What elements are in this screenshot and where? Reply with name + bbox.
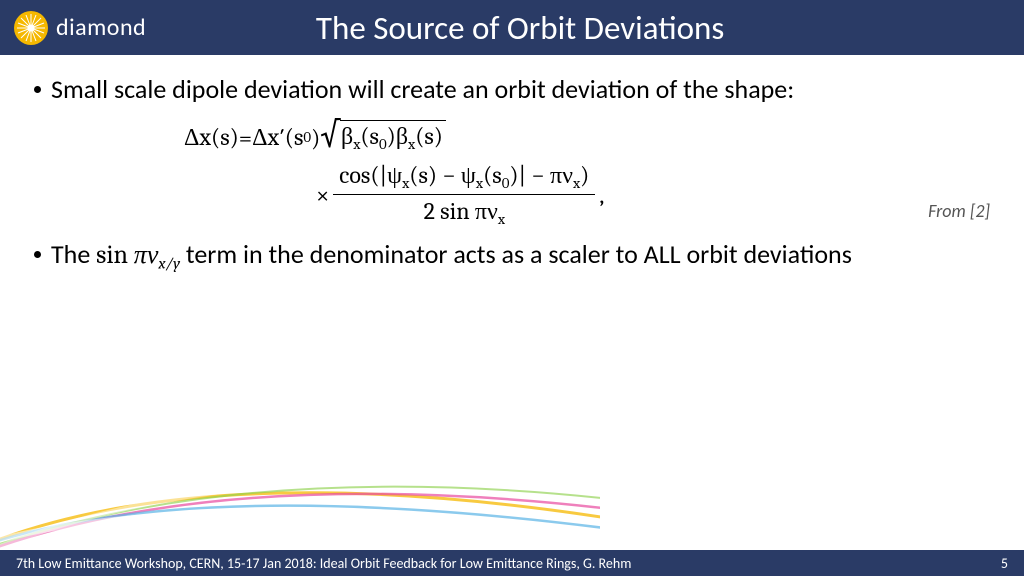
bullet-1: Small scale dipole deviation will create…	[34, 73, 990, 106]
eq-sqrt-arg: βx(s0)βx(s)	[340, 120, 446, 155]
sqrt-icon: √	[320, 120, 340, 151]
page-number: 5	[1001, 555, 1008, 572]
bullet-2-text: The sin πνx/y term in the denominator ac…	[51, 238, 990, 275]
eq-fraction: cos(|ψx(s) − ψx(s0)| − πνx) 2 sin πνx	[333, 161, 595, 228]
equation-line-2: × cos(|ψx(s) − ψx(s0)| − πνx) 2 sin πνx …	[316, 161, 990, 228]
logo: diamond	[0, 11, 146, 45]
eq-den-nux: x	[498, 211, 505, 228]
bullet-2: The sin πνx/y term in the denominator ac…	[34, 238, 990, 275]
slide-body: Small scale dipole deviation will create…	[0, 55, 1024, 276]
b2-nu: ν	[147, 240, 159, 270]
swoosh-decoration-icon	[0, 400, 600, 550]
eq-numerator: cos(|ψx(s) − ψx(s0)| − πνx)	[333, 161, 595, 194]
eq-close: )	[311, 124, 320, 152]
eq-lhs: Δx(s)	[184, 123, 239, 152]
footer-bar: 7th Low Emittance Workshop, CERN, 15-17 …	[0, 550, 1024, 576]
b2-sin: sin	[96, 240, 128, 270]
b2-sub: x/y	[158, 255, 180, 274]
eq-num-paren: )	[580, 161, 589, 189]
equation-block: Δx(s) = Δx′(s0) √ βx(s0)βx(s) × cos(|	[34, 120, 990, 228]
eq-beta2: )β	[387, 122, 408, 150]
eq-times: ×	[316, 181, 329, 209]
footer-text: 7th Low Emittance Workshop, CERN, 15-17 …	[16, 555, 631, 572]
bullet-dot-icon	[34, 251, 41, 258]
eq-equals: =	[239, 124, 252, 152]
eq-s: (s)	[415, 122, 443, 150]
slide-title: The Source of Orbit Deviations	[146, 8, 1024, 48]
eq-num-end: )| − πν	[509, 161, 573, 189]
reference-label: From [2]	[928, 200, 990, 222]
eq-denominator: 2 sin πνx	[418, 195, 512, 228]
b2-post: term in the denominator acts as a scaler…	[180, 238, 852, 270]
b2-pre: The	[51, 238, 96, 270]
bullet-1-text: Small scale dipole deviation will create…	[51, 73, 990, 106]
eq-sub-zero: 0	[303, 129, 311, 146]
header-bar: diamond The Source of Orbit Deviations	[0, 0, 1024, 55]
eq-beta1: β	[341, 122, 353, 150]
b2-pi: π	[134, 240, 147, 270]
eq-num-cos: cos(|ψ	[339, 161, 402, 189]
eq-den-pre: 2 sin πν	[424, 197, 498, 225]
logo-text: diamond	[56, 13, 146, 42]
eq-num-mid2: (s	[483, 161, 502, 189]
equation: Δx(s) = Δx′(s0) √ βx(s0)βx(s) × cos(|	[184, 120, 990, 228]
slide: diamond The Source of Orbit Deviations S…	[0, 0, 1024, 576]
eq-dxprime: Δx′(s	[252, 123, 303, 152]
b2-math: sin πνx/y	[96, 240, 180, 270]
equation-line-1: Δx(s) = Δx′(s0) √ βx(s0)βx(s)	[184, 120, 990, 155]
eq-sqrt: √ βx(s0)βx(s)	[320, 120, 446, 155]
eq-comma: ,	[599, 181, 604, 209]
eq-s0-open: (s	[360, 122, 379, 150]
bullet-dot-icon	[34, 86, 41, 93]
diamond-logo-icon	[14, 11, 48, 45]
eq-num-mid1: (s) − ψ	[409, 161, 476, 189]
eq-s0-sub: 0	[379, 136, 387, 153]
